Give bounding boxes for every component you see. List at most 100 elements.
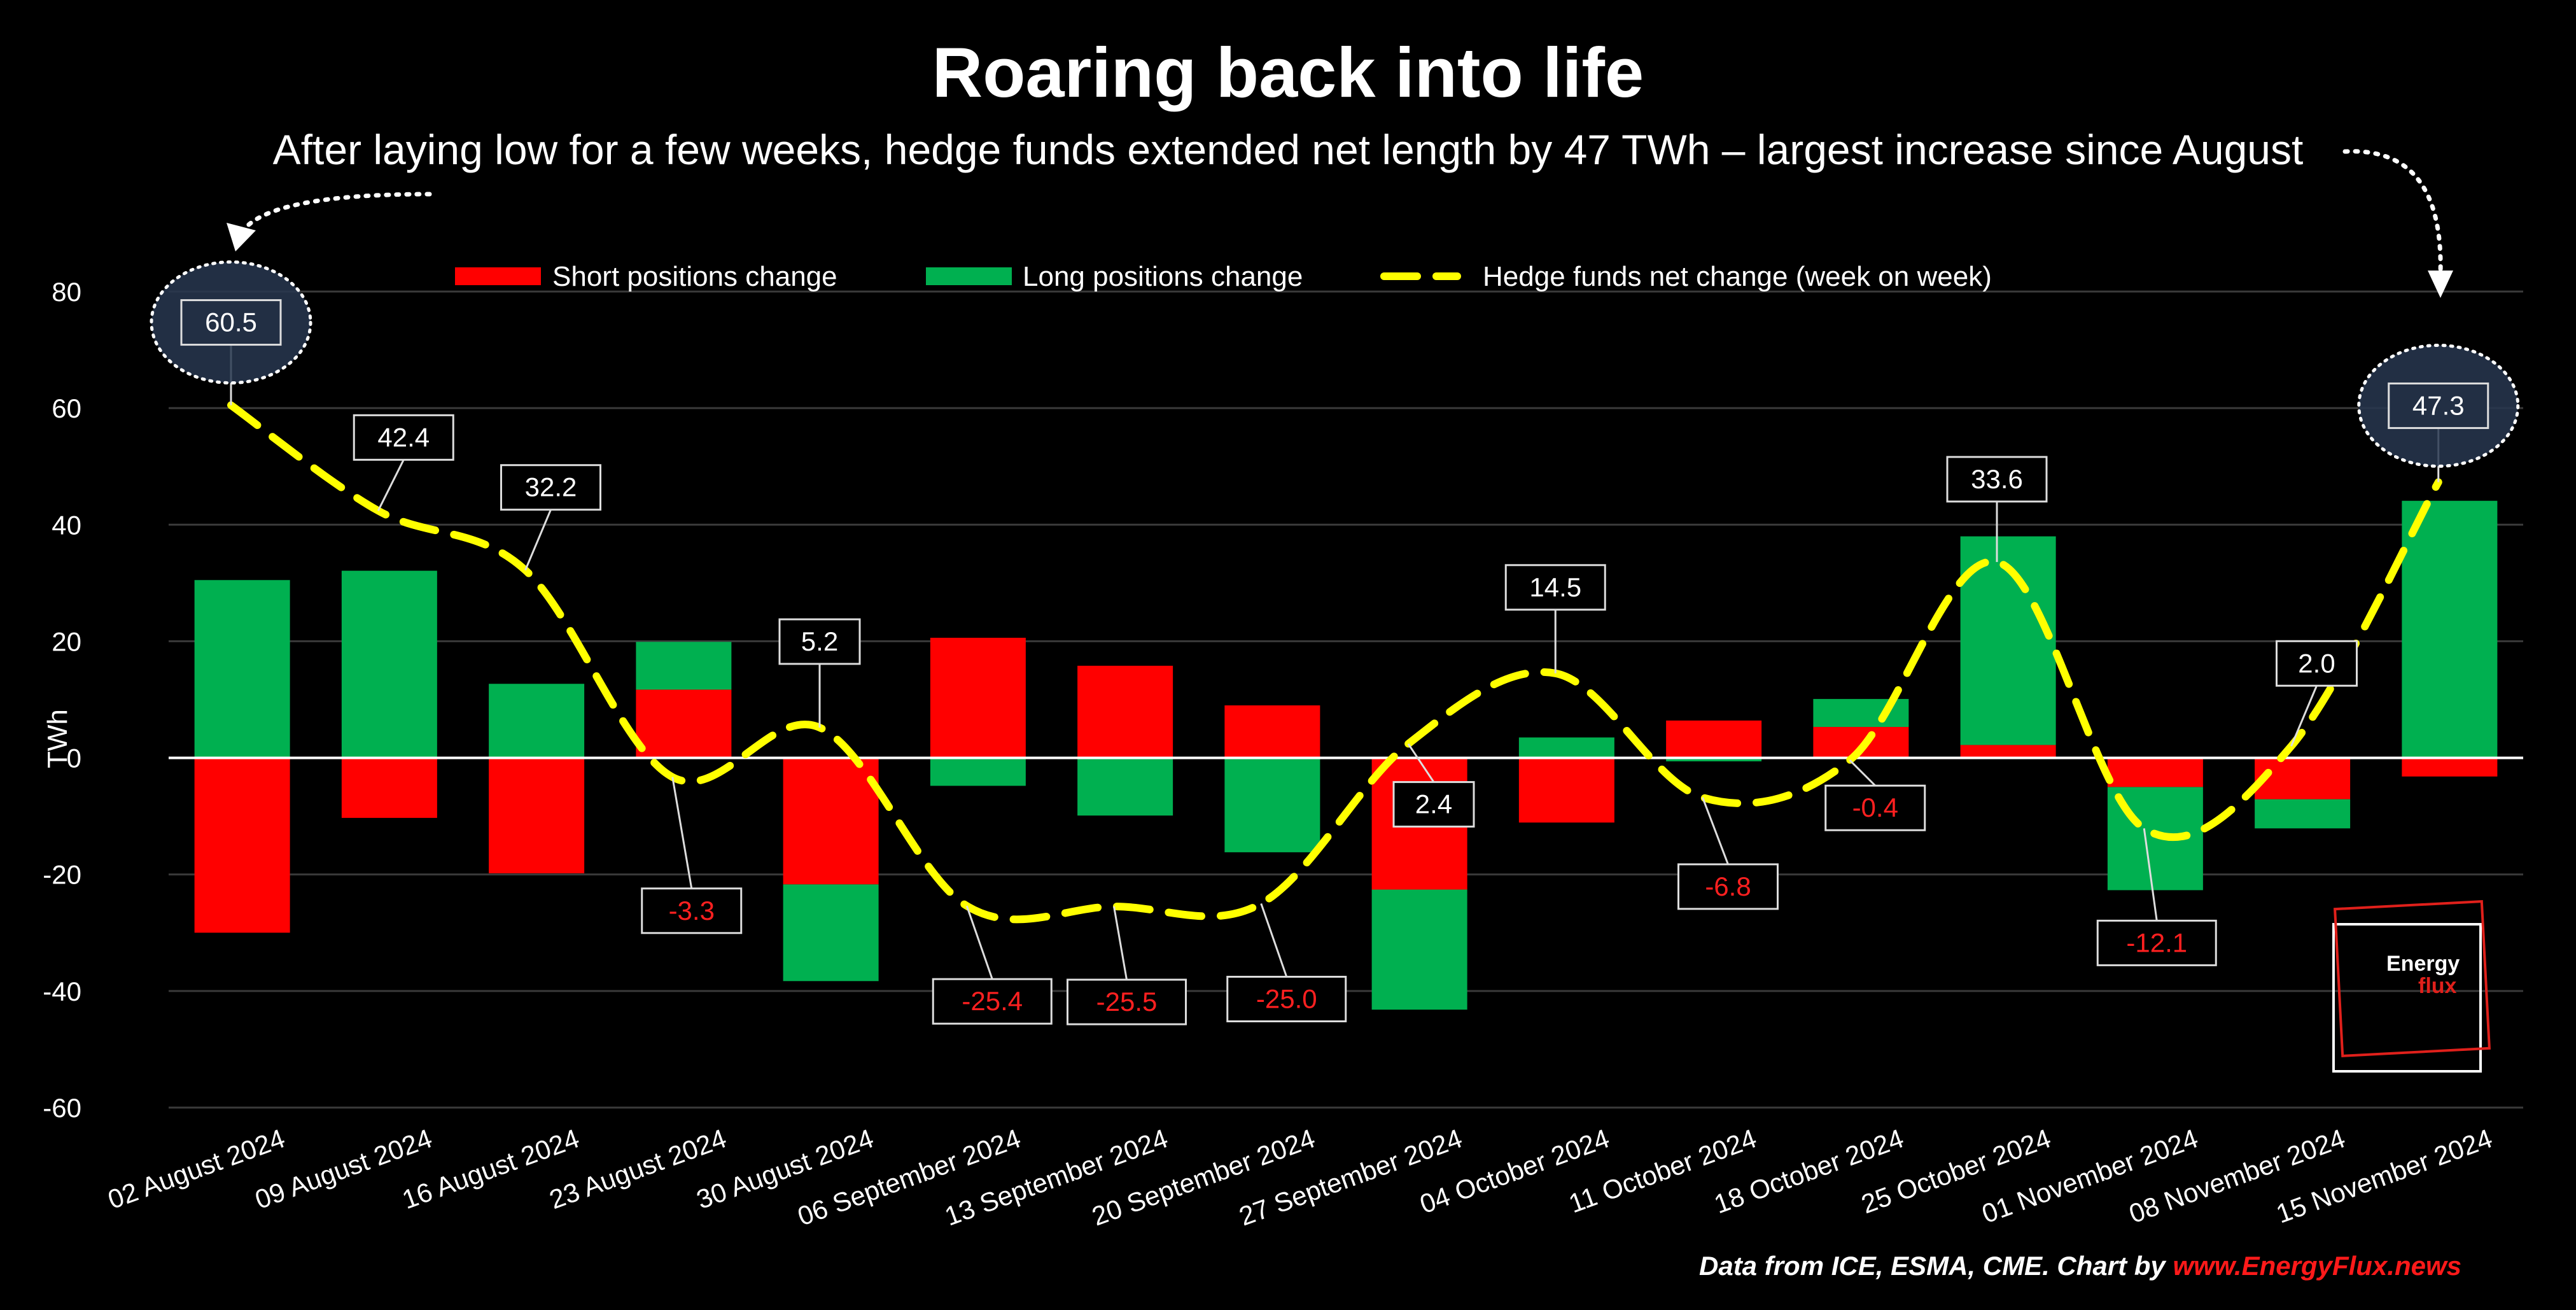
energy-flux-logo: Energy flux	[2332, 900, 2491, 1073]
source-note: Data from ICE, ESMA, CME. Chart by www.E…	[1699, 1251, 2461, 1281]
callout-leader	[965, 905, 993, 980]
long-bar	[783, 884, 879, 982]
arrow-right	[2342, 149, 2443, 276]
source-url[interactable]: www.EnergyFlux.news	[2173, 1251, 2461, 1281]
net-change-line-path	[227, 401, 2442, 924]
data-label: 2.0	[2298, 648, 2335, 678]
y-tick-label: -40	[43, 976, 81, 1006]
data-label: -25.0	[1256, 984, 1317, 1014]
data-label: 33.6	[1971, 464, 2023, 494]
y-tick-label: 0	[67, 743, 81, 773]
short-bar	[1518, 757, 1614, 823]
long-bar	[1666, 757, 1762, 762]
callout-leader	[2143, 828, 2158, 921]
data-label: -12.1	[2126, 927, 2187, 957]
y-tick-label: 40	[52, 510, 81, 540]
data-label-box	[1067, 978, 1187, 1025]
data-label-box	[353, 414, 454, 461]
callout-leader	[2290, 685, 2318, 747]
data-label: 2.4	[1415, 789, 1452, 819]
legend: Short positions change Long positions cha…	[455, 261, 1992, 292]
long-bar	[636, 642, 732, 690]
data-label-box-highlight	[180, 299, 282, 346]
short-bar	[341, 757, 437, 818]
callout-leader	[524, 509, 552, 571]
logo-word-energy: Energy	[2386, 952, 2460, 976]
legend-swatch-long	[926, 267, 1012, 285]
long-bar	[1077, 757, 1173, 816]
data-label-box	[1392, 781, 1475, 828]
data-label-highlight: 47.3	[2412, 390, 2465, 420]
long-bar	[1371, 889, 1467, 1010]
data-label-box	[932, 978, 1053, 1025]
annotations	[227, 149, 2453, 298]
logo-frame-white	[2332, 923, 2482, 1073]
short-bar	[1077, 665, 1173, 758]
data-label-box	[1824, 784, 1926, 831]
long-bar	[194, 580, 290, 758]
data-label-highlight: 60.5	[205, 307, 257, 337]
chart-subtitle: After laying low for a few weeks, hedge …	[272, 126, 2304, 173]
callout-leader	[1702, 797, 1729, 865]
short-bar	[783, 757, 879, 885]
data-label-box	[778, 618, 861, 665]
long-bar	[341, 570, 437, 758]
data-label: 5.2	[801, 626, 838, 656]
short-bar	[2255, 757, 2351, 799]
long-bar	[1518, 737, 1614, 758]
short-bar	[2107, 757, 2203, 787]
short-bar	[1960, 745, 2056, 758]
long-bar	[2255, 799, 2351, 829]
short-bar	[194, 757, 290, 933]
arrow-right-head	[2428, 271, 2453, 298]
data-label: -0.4	[1852, 792, 1898, 822]
long-bar	[489, 684, 585, 758]
data-label-box-highlight	[2388, 382, 2489, 429]
data-labels: 60.5 42.4 32.2 -3.3 5.2 -25.4 -25.5 -25.0 2.4 14.…	[150, 260, 2520, 1025]
highlight-circle	[150, 260, 312, 385]
data-label: 14.5	[1529, 572, 1581, 602]
y-axis-title: TWh	[42, 709, 73, 768]
callout-leader	[377, 459, 405, 511]
highlight-circle	[2357, 343, 2520, 468]
y-tick-label: 20	[52, 626, 81, 656]
data-label: -25.5	[1096, 987, 1158, 1017]
logo-frame-red	[2334, 900, 2491, 1057]
short-bar	[636, 689, 732, 758]
data-label: 32.2	[525, 472, 577, 502]
short-bar	[1224, 705, 1320, 758]
source-text: Data from ICE, ESMA, CME. Chart by	[1699, 1251, 2173, 1281]
y-tick-label: -60	[43, 1093, 81, 1123]
long-bar	[930, 757, 1026, 786]
data-label-box	[1677, 863, 1779, 910]
short-bar	[1666, 720, 1762, 758]
y-tick-label: 60	[52, 393, 81, 423]
callout-leader	[1260, 903, 1288, 977]
data-label-box	[2096, 919, 2217, 966]
data-label-box	[2276, 640, 2358, 687]
callout-leader	[1407, 743, 1435, 783]
long-bar	[2402, 500, 2498, 758]
arrow-left	[239, 192, 432, 235]
data-label-box	[1946, 456, 2048, 503]
callout-leader	[671, 777, 693, 889]
legend-label-long: Long positions change	[1023, 261, 1303, 292]
arrow-left-head	[227, 223, 256, 251]
callout-leader	[1849, 759, 1876, 787]
callout-leader	[1113, 906, 1128, 980]
legend-swatch-short	[455, 267, 541, 285]
long-bar	[1224, 757, 1320, 852]
data-label: -3.3	[669, 896, 715, 926]
data-label-box	[641, 887, 743, 934]
data-label-box	[1504, 564, 1606, 611]
short-bar	[930, 637, 1026, 758]
y-tick-label: -20	[43, 860, 81, 890]
legend-label-short: Short positions change	[552, 261, 837, 292]
legend-label-net: Hedge funds net change (week on week)	[1483, 261, 1992, 292]
data-label-box	[500, 464, 601, 511]
chart-title: Roaring back into life	[932, 34, 1644, 112]
short-bar	[489, 757, 585, 873]
data-label-box	[1226, 976, 1347, 1022]
y-tick-label: 80	[52, 277, 81, 307]
